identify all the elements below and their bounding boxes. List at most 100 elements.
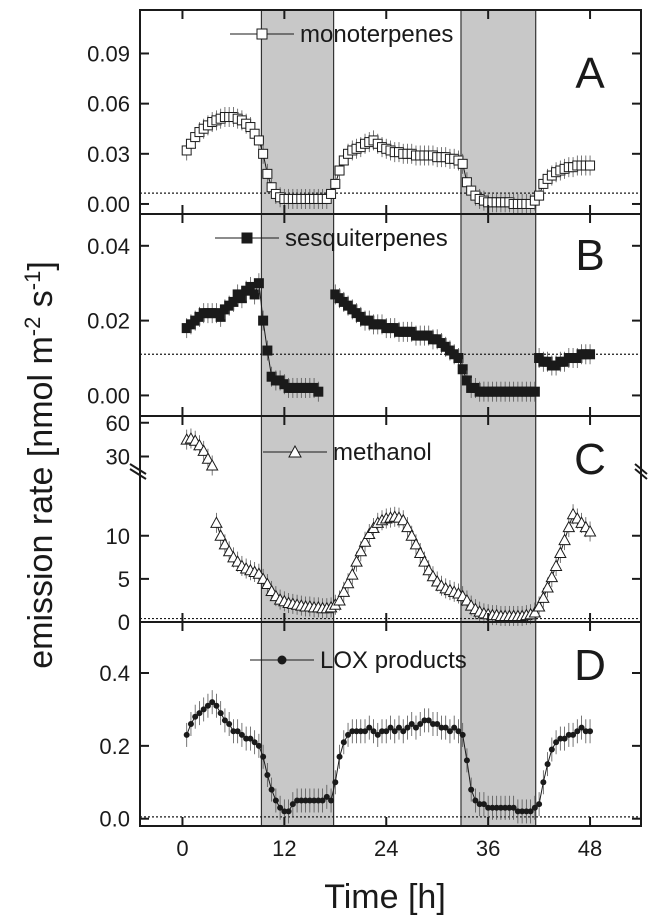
panel-d-data-point	[455, 728, 462, 735]
y-axis-title-main: emission rate [nmol m	[22, 336, 60, 669]
panel-a-y-tick-label: 0.00	[87, 192, 130, 217]
panel-d-legend-marker	[277, 655, 287, 665]
panel-c-axis-break-left-1	[129, 463, 147, 475]
panel-d-data-point	[587, 728, 594, 735]
panel-d-data-point	[294, 797, 301, 804]
panel-d-data-point	[243, 735, 250, 742]
panel-d-data-point	[544, 761, 551, 768]
panel-d-data-point	[370, 728, 377, 735]
panel-d-data-point	[395, 724, 402, 731]
panel-d-data-point	[510, 804, 517, 811]
panel-c-data-point	[396, 513, 410, 526]
panel-d-data-point	[463, 757, 470, 764]
panel-d-data-point	[281, 808, 288, 815]
panel-d-data-point	[540, 779, 547, 786]
panel-c-data-point	[205, 458, 219, 471]
panel-d-data-point	[480, 801, 487, 808]
panel-c-y-tick-label: 5	[118, 567, 130, 592]
panel-d-data-point	[489, 804, 496, 811]
panel-d-data-point	[357, 728, 364, 735]
panel-c-data-point	[413, 546, 427, 558]
panel-b-legend-marker	[241, 232, 253, 244]
panel-c-data-point	[261, 577, 274, 590]
panel-d-data-point	[323, 793, 330, 800]
panel-d-data-point	[404, 724, 411, 731]
panel-b-y-tick-label: 0.02	[87, 309, 130, 334]
panel-a-letter: A	[575, 49, 605, 98]
dark-period-1	[260, 9, 335, 827]
panel-a-data-point	[461, 177, 472, 188]
panel-d-data-point	[374, 731, 381, 738]
panel-d-data-point	[260, 753, 267, 760]
panel-d-data-point	[311, 797, 318, 804]
panel-c-upper-y-tick-label: 60	[106, 411, 130, 436]
panel-d-y-tick-label: 0.4	[99, 661, 130, 686]
panel-a-data-point	[585, 160, 596, 171]
panel-d-data-point	[353, 728, 360, 735]
panel-d-data-point	[221, 717, 228, 724]
panel-c-data-point	[350, 555, 363, 567]
dark-period-shading	[260, 9, 537, 827]
baseline-lines	[140, 192, 641, 818]
panel-d-data-point	[255, 742, 262, 749]
panel-a-y-tick-label: 0.09	[87, 41, 130, 66]
panel-a-data-point	[330, 178, 341, 189]
panel-frames	[129, 9, 648, 827]
panel-c-data-point	[532, 599, 546, 612]
panel-c-legend-label: methanol	[333, 439, 432, 466]
panel-d-data-point	[209, 699, 216, 706]
panel-c-data-point	[345, 568, 359, 580]
panel-a-data-point	[262, 168, 273, 179]
panel-c-data-point	[541, 580, 554, 593]
panel-c-data-point	[201, 452, 215, 464]
panel-d-data-point	[332, 779, 339, 786]
panel-c-data-point	[222, 544, 236, 557]
panel-c-data-point	[583, 524, 597, 537]
panel-d-data-point	[485, 804, 492, 811]
panel-d-data-point	[247, 735, 254, 742]
panel-d-data-point	[442, 724, 449, 731]
panel-d-data-point	[187, 721, 194, 727]
panel-d-data-point	[468, 786, 475, 793]
panel-d-data-point	[302, 797, 309, 804]
panel-d-data-point	[204, 702, 211, 709]
panel-d-data-point	[548, 746, 555, 753]
panel-c-data-point	[549, 559, 563, 571]
panel-a-data-point	[534, 190, 545, 201]
panel-d-data-point	[306, 797, 313, 804]
panel-d-data-point	[234, 728, 241, 735]
panel-d-data-point	[502, 804, 509, 811]
panel-d-data-point	[578, 724, 585, 731]
panel-a-series	[181, 107, 596, 214]
panel-d-data-point	[362, 728, 369, 735]
panel-d-data-point	[497, 804, 504, 811]
panel-b-y-tick-label: 0.00	[87, 383, 130, 408]
panel-b-data-point	[529, 386, 540, 397]
panel-d-data-point	[561, 735, 568, 742]
panel-a-data-point	[457, 158, 468, 169]
panel-c-data-point	[528, 605, 542, 618]
panel-d-data-point	[183, 731, 190, 738]
panel-c-data-point	[362, 527, 376, 540]
panel-d-data-point	[412, 724, 419, 731]
panel-d-data-point	[192, 713, 199, 720]
panel-d-data-point	[336, 753, 343, 760]
panel-b-data-point	[258, 315, 269, 326]
panel-d-data-point	[446, 728, 453, 735]
panel-d-legend-label: LOX products	[320, 647, 467, 674]
panel-d-data-point	[213, 702, 220, 709]
panel-c-data-point	[562, 520, 576, 533]
panel-c-data-point	[401, 520, 414, 533]
panel-d-data-point	[319, 797, 326, 804]
panel-b-data-point	[453, 353, 464, 364]
panel-c-series	[180, 428, 597, 626]
panel-d-data-point	[315, 797, 322, 804]
x-tick-label: 24	[374, 836, 398, 861]
panel-d-data-point	[574, 728, 581, 735]
x-tick-label: 48	[578, 836, 602, 861]
panel-d-letter: D	[574, 641, 606, 690]
panel-d-data-point	[565, 731, 572, 738]
panel-a-legend-marker	[256, 28, 268, 40]
panel-d-data-point	[582, 728, 589, 735]
panel-c-data-point	[537, 591, 550, 603]
